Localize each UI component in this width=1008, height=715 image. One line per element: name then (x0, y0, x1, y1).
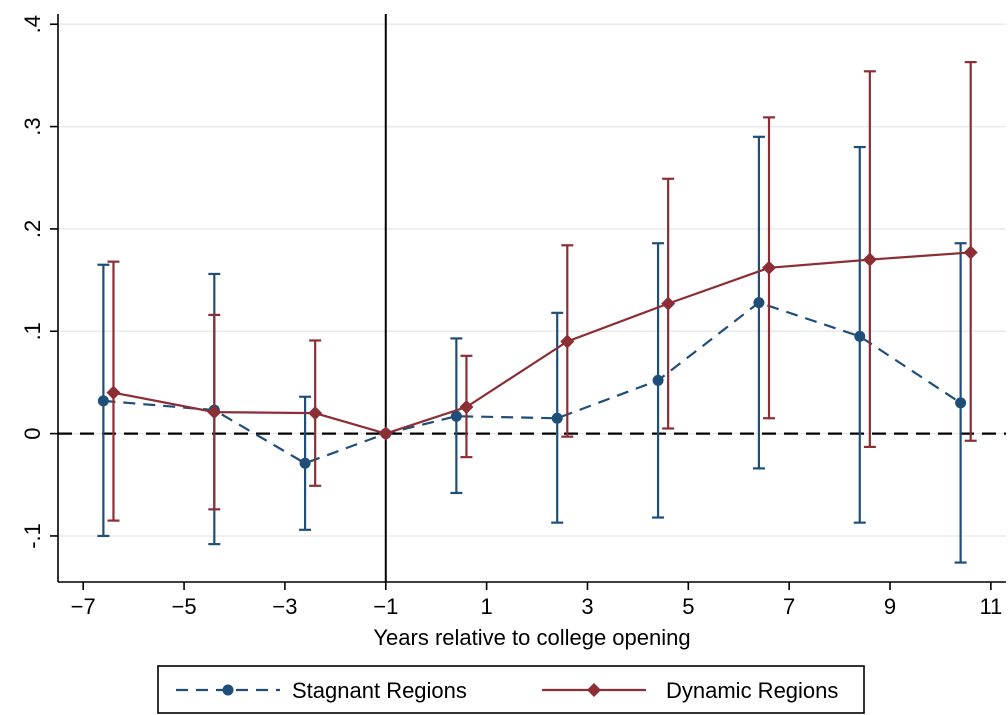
series-line (113, 251, 971, 435)
y-tick-label: .1 (20, 322, 45, 340)
legend-marker-0 (222, 684, 234, 696)
x-tick-label: −3 (272, 594, 297, 619)
data-point (207, 405, 222, 420)
data-point (661, 296, 676, 311)
data-point (753, 297, 765, 309)
y-tick-label: .2 (20, 220, 45, 238)
data-point (450, 410, 462, 422)
axes (57, 14, 1006, 583)
legend-marker-1 (587, 683, 601, 697)
data-point (955, 397, 967, 409)
gridlines (58, 23, 1006, 537)
data-point (299, 457, 311, 469)
series-stagnant (97, 135, 967, 564)
data-point (97, 395, 109, 407)
data-point (652, 374, 664, 386)
x-tick-label: −1 (373, 594, 398, 619)
data-point (106, 385, 121, 400)
reference-lines (58, 14, 1006, 582)
series-layer (97, 61, 978, 564)
x-tick-label: −7 (71, 594, 96, 619)
data-point (963, 245, 978, 260)
y-tick-label: .3 (20, 117, 45, 135)
data-point (551, 412, 563, 424)
x-tick-label: −5 (172, 594, 197, 619)
x-tick-label: 5 (682, 594, 694, 619)
data-point (308, 406, 323, 421)
y-tick-label: 0 (20, 427, 45, 439)
x-tick-label: 3 (581, 594, 593, 619)
legend-label-0: Stagnant Regions (292, 678, 467, 703)
data-point (862, 252, 877, 267)
legend-box (157, 665, 865, 714)
x-tick-label: 7 (783, 594, 795, 619)
legend-label-1: Dynamic Regions (666, 678, 838, 703)
data-point (459, 399, 474, 414)
x-tick-label: 11 (979, 594, 1002, 619)
data-point (378, 426, 393, 441)
series-line (103, 301, 962, 465)
tick-labels: −7 −5 −3 −1 1 3 5 7 9 11 -.1 0 .1 .2 .3 .4 (20, 15, 1002, 619)
series-dynamic (106, 61, 978, 522)
data-point (854, 330, 866, 342)
y-tick-label: -.1 (20, 523, 45, 549)
x-axis-title: Years relative to college opening (373, 625, 690, 650)
data-point (762, 260, 776, 275)
x-tick-label: 1 (480, 594, 492, 619)
y-tick-label: .4 (20, 15, 45, 33)
x-tick-label: 9 (884, 594, 896, 619)
legend: Stagnant Regions Dynamic Regions (157, 665, 865, 714)
data-point (560, 334, 575, 349)
